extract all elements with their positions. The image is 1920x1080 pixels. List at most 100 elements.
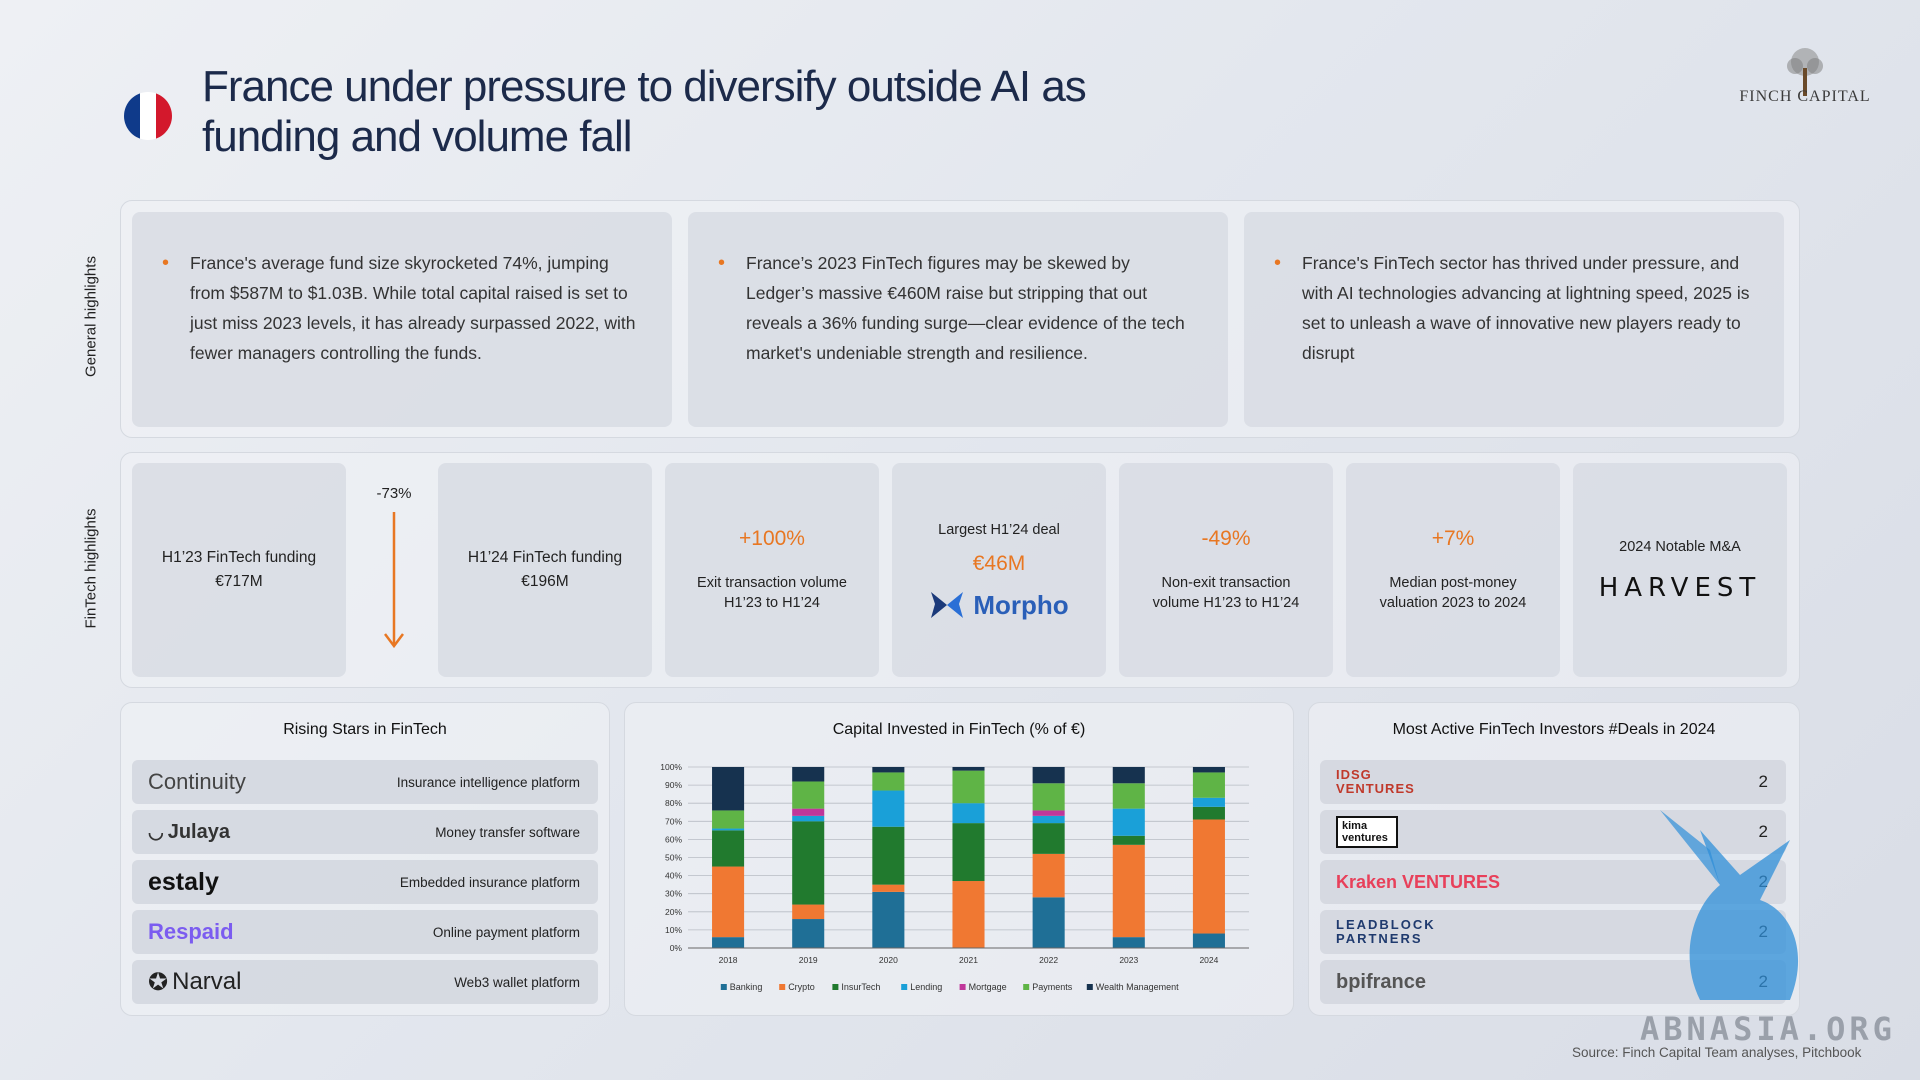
legend-swatch	[901, 984, 908, 990]
highlight-card: • France’s 2023 FinTech figures may be s…	[688, 212, 1228, 427]
tree-icon	[1787, 48, 1823, 96]
highlight-card: • France's FinTech sector has thrived un…	[1244, 212, 1784, 427]
x-tick-label: 2024	[1199, 955, 1218, 965]
watermark-text: ABNASIA.ORG	[1640, 1010, 1896, 1048]
bar-segment-banking	[1112, 937, 1145, 948]
logo-text: FINCH CAPITAL	[1739, 88, 1871, 105]
highlight-text: France's FinTech sector has thrived unde…	[1302, 253, 1750, 363]
bar-segment-banking	[792, 919, 825, 948]
legend-swatch	[1086, 984, 1093, 990]
bar-segment-mortgage	[1032, 810, 1065, 816]
bar-segment-crypto	[1032, 853, 1065, 898]
y-tick-label: 0%	[670, 943, 683, 953]
bar-segment-payments	[712, 810, 745, 829]
y-tick-label: 10%	[665, 925, 682, 935]
bar-segment-insurtech	[1112, 835, 1145, 845]
nonexit-volume-value: -49%	[1201, 527, 1251, 550]
y-tick-label: 80%	[665, 798, 682, 808]
legend-label: Banking	[730, 982, 763, 992]
legend-label: Payments	[1032, 982, 1073, 992]
bar-segment-lending	[1192, 797, 1225, 807]
bars	[712, 767, 1225, 948]
exit-volume-card: +100% Exit transaction volume H1’23 to H…	[665, 463, 879, 677]
bar-segment-payments	[872, 772, 905, 791]
y-tick-label: 90%	[665, 780, 682, 790]
bullet-icon: •	[1274, 252, 1282, 274]
julaya-icon: ◡	[148, 821, 164, 842]
y-tick-label: 30%	[665, 889, 682, 899]
bar-segment-lending	[1112, 808, 1145, 836]
h1-23-funding-text: H1’23 FinTech funding €717M	[161, 549, 317, 590]
rising-star-row: ✪ Narval Web3 wallet platform	[132, 960, 598, 1004]
legend-label: Mortgage	[969, 982, 1007, 992]
bar-segment-wealth-management	[1112, 767, 1145, 784]
bar-segment-payments	[952, 770, 985, 804]
bar-segment-wealth-management	[792, 767, 825, 782]
kima-ventures-logo: kima ventures	[1336, 816, 1398, 848]
kraken-ventures-logo: Kraken VENTURES	[1336, 871, 1501, 892]
investor-deals: 2	[1758, 772, 1768, 791]
legend-label: Wealth Management	[1096, 982, 1179, 992]
bar-segment-wealth-management	[872, 767, 905, 773]
median-valuation-card: +7% Median post-money valuation 2023 to …	[1346, 463, 1560, 677]
page-title: France under pressure to diversify outsi…	[202, 62, 1087, 161]
h1-23-funding-card: H1’23 FinTech funding €717M	[132, 463, 346, 677]
rising-star-row: Continuity Insurance intelligence platfo…	[132, 760, 598, 804]
france-flag-icon	[124, 92, 172, 140]
y-tick-label: 70%	[665, 816, 682, 826]
notable-ma-title: 2024 Notable M&A	[1619, 539, 1741, 555]
rising-star-desc: Web3 wallet platform	[454, 974, 580, 990]
notable-ma-card: 2024 Notable M&A HARVEST	[1573, 463, 1787, 677]
bar-segment-crypto	[1192, 819, 1225, 934]
investors-title: Most Active FinTech Investors #Deals in …	[1392, 721, 1716, 738]
bar-segment-lending	[952, 803, 985, 824]
legend-swatch	[720, 984, 727, 990]
funding-change-indicator: -73%	[352, 485, 436, 655]
morpho-name: Morpho	[973, 589, 1069, 620]
bar-segment-lending	[712, 828, 745, 831]
stacked-bar-chart: 0% 10% 20% 30% 40% 50% 60% 70% 80% 90% 100% 2018 201…	[660, 762, 1249, 992]
h1-24-funding-card: H1’24 FinTech funding €196M	[438, 463, 652, 677]
bar-segment-banking	[1192, 933, 1225, 948]
legend-label: InsurTech	[841, 982, 880, 992]
harvest-logo: HARVEST	[1598, 573, 1762, 603]
bar-segment-wealth-management	[712, 767, 745, 811]
bar-segment-banking	[712, 937, 745, 948]
rising-star-desc: Embedded insurance platform	[399, 874, 580, 890]
legend-swatch	[959, 984, 966, 990]
y-tick-label: 50%	[665, 853, 682, 863]
investor-deals: 2	[1758, 822, 1768, 841]
median-valuation-label: Median post-money valuation 2023 to 2024	[1379, 575, 1527, 611]
bar-segment-insurtech	[952, 823, 985, 882]
bar-segment-lending	[792, 815, 825, 822]
butterfly-icon	[931, 592, 964, 618]
funding-change-value: -73%	[376, 485, 412, 502]
griffin-watermark-icon	[1660, 810, 1799, 1000]
axes: 0% 10% 20% 30% 40% 50% 60% 70% 80% 90% 100% 2018 201…	[660, 762, 1249, 965]
respaid-logo: Respaid	[148, 919, 234, 944]
bullet-icon: •	[718, 252, 726, 274]
idsg-ventures-logo: IDSG VENTURES	[1336, 767, 1415, 796]
bar-segment-payments	[1032, 783, 1065, 811]
bar-segment-wealth-management	[952, 767, 985, 771]
nonexit-volume-card: -49% Non-exit transaction volume H1’23 t…	[1119, 463, 1333, 677]
bar-segment-crypto	[1112, 844, 1145, 938]
chart-title: Capital Invested in FinTech (% of €)	[832, 721, 1086, 738]
bpifrance-logo: bpifrance	[1336, 970, 1427, 993]
rising-star-row: estaly Embedded insurance platform	[132, 860, 598, 904]
x-tick-label: 2019	[799, 955, 818, 965]
narval-name: Narval	[172, 968, 242, 995]
bar-segment-payments	[792, 781, 825, 809]
morpho-logo: Morpho	[929, 589, 1069, 621]
y-tick-label: 40%	[665, 871, 682, 881]
highlight-text: France's average fund size skyrocketed 7…	[190, 253, 636, 363]
bar-segment-insurtech	[1192, 806, 1225, 820]
bar-segment-insurtech	[712, 830, 745, 867]
bar-segment-insurtech	[1032, 823, 1065, 854]
legend-swatch	[832, 984, 839, 990]
bar-segment-mortgage	[792, 808, 825, 816]
investor-row: IDSG VENTURES 2	[1320, 760, 1786, 804]
leadblock-partners-logo: LEADBLOCK PARTNERS	[1336, 917, 1436, 946]
continuity-logo: Continuity	[148, 769, 246, 794]
julaya-name: Julaya	[167, 820, 230, 843]
